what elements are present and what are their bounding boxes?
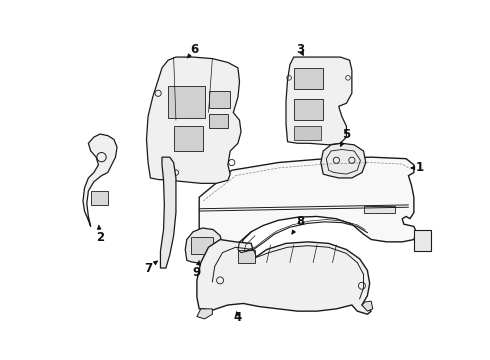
Text: 8: 8 — [292, 215, 304, 234]
Polygon shape — [197, 239, 371, 314]
Text: 5: 5 — [341, 127, 350, 146]
Bar — [414, 230, 431, 251]
Text: 6: 6 — [187, 43, 198, 58]
Text: 7: 7 — [144, 261, 157, 275]
Bar — [173, 126, 203, 151]
Bar — [209, 91, 230, 108]
Text: 4: 4 — [234, 311, 242, 324]
Polygon shape — [160, 157, 176, 268]
Bar — [294, 68, 323, 89]
Polygon shape — [147, 57, 241, 183]
Polygon shape — [199, 157, 416, 249]
Polygon shape — [185, 228, 222, 264]
Bar — [238, 249, 255, 264]
Bar — [294, 99, 323, 120]
Bar — [364, 206, 394, 213]
Polygon shape — [362, 301, 373, 311]
Text: 2: 2 — [96, 225, 104, 244]
Text: 1: 1 — [411, 161, 423, 175]
Polygon shape — [286, 57, 352, 145]
Text: 3: 3 — [296, 43, 304, 56]
Bar — [192, 237, 213, 254]
Text: 9: 9 — [193, 261, 201, 279]
Bar — [209, 114, 228, 128]
Polygon shape — [321, 143, 366, 178]
Bar — [294, 126, 321, 140]
Polygon shape — [83, 134, 117, 226]
Polygon shape — [197, 309, 212, 319]
Bar — [91, 191, 108, 205]
Bar — [168, 86, 205, 118]
